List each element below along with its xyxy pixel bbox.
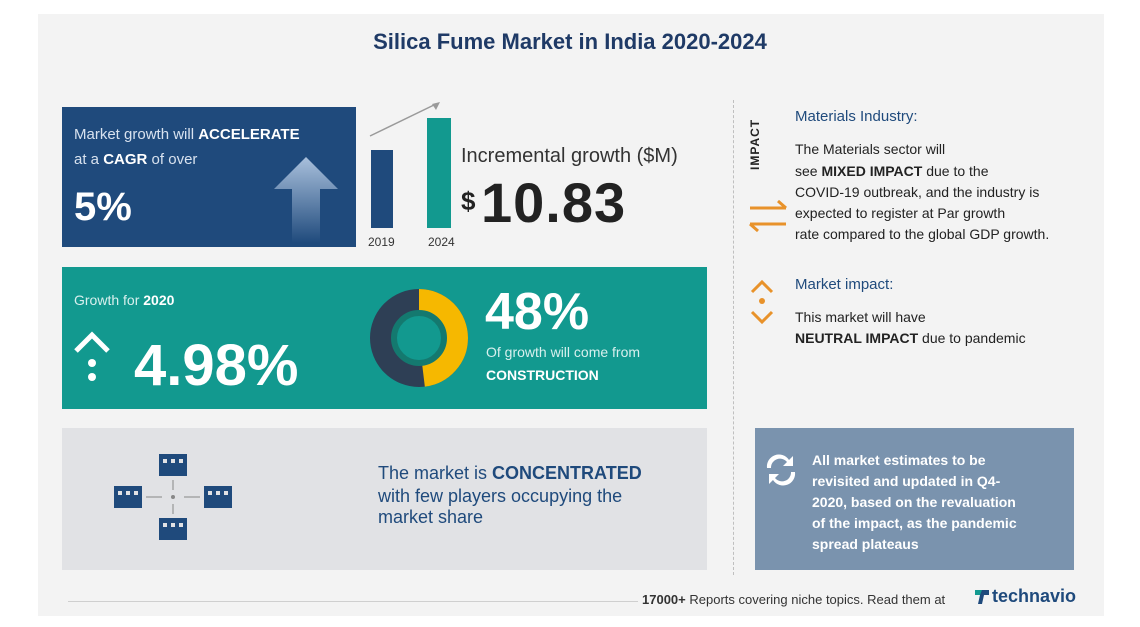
cagr-accelerate: ACCELERATE <box>198 126 300 143</box>
growth-value: 4.98% <box>134 333 299 398</box>
revision-note-panel: All market estimates to be revisited and… <box>755 428 1074 570</box>
market-impact-line1: This market will have <box>795 309 926 325</box>
year-end-label: 2024 <box>428 235 455 249</box>
impact-divider <box>733 100 734 575</box>
cagr-line2-prefix: at a <box>74 151 100 168</box>
refresh-icon <box>766 454 796 486</box>
concentration-line1: The market is CONCENTRATED <box>378 463 642 484</box>
industry-line2-suffix: due to the <box>926 163 989 179</box>
cagr-panel: Market growth will ACCELERATE at a CAGR … <box>62 107 356 247</box>
page-title: Silica Fume Market in India 2020-2024 <box>373 29 767 54</box>
cagr-line1: Market growth will ACCELERATE <box>74 126 300 143</box>
up-arrow-icon <box>274 157 338 243</box>
impact-vertical-label: IMPACT <box>748 118 762 170</box>
note-line3: 2020, based on the revaluation <box>812 494 1016 510</box>
share-value: 48% <box>485 283 590 341</box>
neutral-arrows-icon <box>750 279 774 325</box>
technavio-logo-icon <box>975 590 989 604</box>
cagr-line2-suffix: of over <box>151 151 198 168</box>
footer-caption: Reports covering niche topics. Read them… <box>689 592 946 607</box>
mixed-impact-label: MIXED IMPACT <box>821 163 923 179</box>
industry-line3: COVID-19 outbreak, and the industry is <box>795 184 1040 200</box>
concentration-line3: market share <box>378 507 484 527</box>
donut-chart <box>370 289 468 387</box>
concentration-panel: The market is CONCENTRATED with few play… <box>62 428 707 570</box>
growth-label: Growth for 2020 <box>74 292 174 308</box>
growth-panel: Growth for 2020 4.98% 48% Of growth will… <box>62 267 707 409</box>
cagr-line1-prefix: Market growth will <box>74 126 195 143</box>
market-impact-heading: Market impact: <box>795 276 894 293</box>
incremental-value: 10.83 <box>481 171 627 234</box>
growth-year: 2020 <box>143 292 175 308</box>
industry-heading: Materials Industry: <box>795 108 918 125</box>
share-text: Of growth will come from <box>486 344 641 360</box>
technavio-brand[interactable]: technavio <box>992 586 1077 606</box>
growth-up-icon <box>74 331 110 381</box>
market-impact-line2: NEUTRAL IMPACT due to pandemic <box>795 330 1026 346</box>
incremental-label: Incremental growth ($M) <box>461 145 678 167</box>
cagr-line2: at a CAGR of over <box>74 151 197 168</box>
cagr-value: 5% <box>74 185 132 229</box>
industry-line2: see MIXED IMPACT due to the <box>795 163 989 179</box>
concentration-line2: with few players occupying the <box>378 486 623 506</box>
share-segment: CONSTRUCTION <box>486 367 599 383</box>
mixed-arrows-icon <box>749 199 787 233</box>
cagr-label: CAGR <box>103 151 148 168</box>
growth-bars-icon <box>369 102 451 228</box>
market-impact-line2-suffix: due to pandemic <box>922 330 1026 346</box>
note-line1: All market estimates to be <box>812 452 986 468</box>
note-line4: of the impact, as the pandemic <box>812 515 1017 531</box>
footer-text: 17000+ Reports covering niche topics. Re… <box>642 592 945 607</box>
industry-line5: rate compared to the global GDP growth. <box>795 226 1050 242</box>
growth-label-prefix: Growth for <box>74 292 140 308</box>
buildings-network-icon <box>114 454 232 540</box>
year-start-label: 2019 <box>368 235 395 249</box>
concentration-bold: CONCENTRATED <box>492 463 642 483</box>
note-line2: revisited and updated in Q4- <box>812 473 1001 489</box>
note-line5: spread plateaus <box>812 536 919 552</box>
currency-symbol: $ <box>461 186 476 216</box>
industry-line2-prefix: see <box>795 163 818 179</box>
footer-count: 17000+ <box>642 592 686 607</box>
concentration-prefix: The market is <box>378 463 488 483</box>
industry-line1: The Materials sector will <box>795 141 946 157</box>
neutral-impact-label: NEUTRAL IMPACT <box>795 330 919 346</box>
industry-line4: expected to register at Par growth <box>795 205 1006 221</box>
footer-rule <box>68 601 638 602</box>
